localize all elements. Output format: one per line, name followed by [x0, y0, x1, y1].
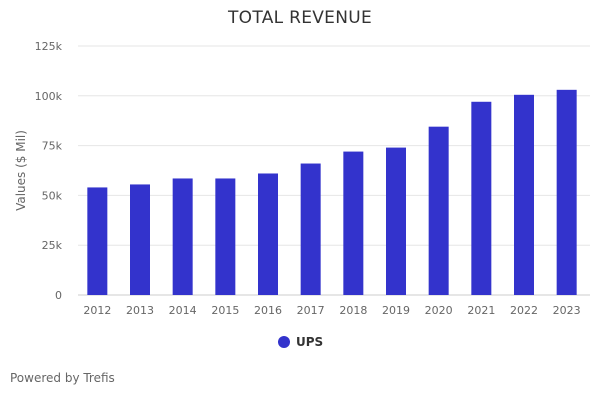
x-tick-label: 2014 [169, 304, 197, 317]
y-tick-label: 25k [42, 239, 63, 252]
x-tick-label: 2019 [382, 304, 410, 317]
y-tick-label: 75k [42, 140, 63, 153]
bar-2013 [130, 184, 150, 295]
bar-2022 [514, 94, 534, 295]
x-tick-label: 2015 [211, 304, 239, 317]
legend-label-ups: UPS [296, 335, 324, 349]
y-tick-label: 100k [35, 90, 63, 103]
x-tick-label: 2017 [297, 304, 325, 317]
bar-2017 [300, 163, 321, 295]
bar-2016 [258, 173, 278, 295]
bar-2020 [428, 126, 449, 296]
bar-2018 [343, 151, 364, 295]
bar-2012 [87, 187, 108, 295]
x-tick-label: 2023 [553, 304, 581, 317]
x-tick-label: 2022 [510, 304, 538, 317]
x-tick-label: 2020 [425, 304, 453, 317]
x-tick-label: 2012 [83, 304, 111, 317]
bar-2021 [471, 101, 492, 295]
x-tick-label: 2016 [254, 304, 282, 317]
legend[interactable]: UPS [278, 335, 323, 349]
y-axis-title: Values ($ Mil) [14, 130, 28, 211]
bar-2023 [556, 89, 577, 295]
powered-by-credit: Powered by Trefis [10, 371, 115, 385]
y-tick-label: 125k [35, 40, 63, 53]
y-tick-label: 0 [55, 289, 62, 302]
bar-2015 [215, 178, 236, 295]
chart-title: TOTAL REVENUE [227, 8, 373, 28]
y-tick-label: 50k [42, 189, 63, 202]
legend-swatch-ups [278, 336, 290, 348]
bar-2014 [172, 178, 193, 295]
x-tick-label: 2013 [126, 304, 154, 317]
bar-chart: 0 25k 50k 75k 100k 125k Values ($ Mil) 2012 2013… [14, 40, 590, 317]
x-tick-label: 2018 [339, 304, 367, 317]
bar-2019 [386, 147, 406, 295]
x-tick-label: 2021 [467, 304, 495, 317]
